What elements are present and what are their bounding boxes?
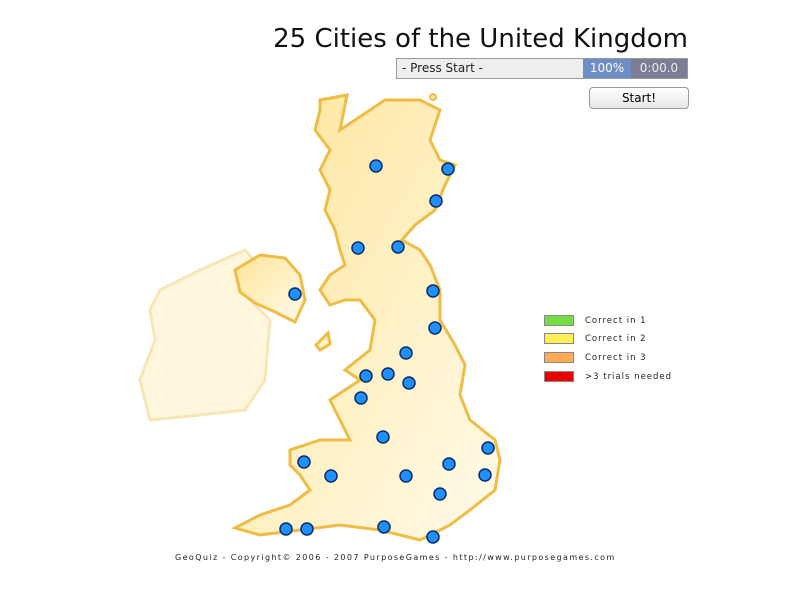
legend-item: Correct in 1 [544, 315, 647, 326]
legend-item: Correct in 2 [544, 333, 647, 344]
legend-label: >3 trials needed [585, 371, 672, 382]
city-marker[interactable] [351, 241, 365, 255]
isle-of-man [313, 329, 332, 352]
legend-swatch [544, 333, 574, 344]
northern-ireland-region [233, 253, 307, 325]
city-marker[interactable] [279, 522, 293, 536]
city-marker[interactable] [391, 240, 405, 254]
status-bar: - Press Start - 100% 0:00.0 [396, 58, 688, 79]
city-marker[interactable] [300, 522, 314, 536]
city-marker[interactable] [399, 346, 413, 360]
city-marker[interactable] [433, 487, 447, 501]
city-marker[interactable] [428, 321, 442, 335]
great-britain-region [230, 93, 502, 542]
legend-label: Correct in 2 [585, 333, 647, 344]
city-marker[interactable] [377, 520, 391, 534]
city-marker[interactable] [399, 469, 413, 483]
city-marker[interactable] [381, 367, 395, 381]
city-marker[interactable] [402, 376, 416, 390]
start-button[interactable]: Start! [589, 87, 689, 109]
city-marker[interactable] [369, 159, 383, 173]
progress-percent: 100% [583, 59, 631, 78]
shetland-island [429, 93, 437, 101]
legend-swatch [544, 371, 574, 382]
legend-item: Correct in 3 [544, 352, 647, 363]
city-marker[interactable] [481, 441, 495, 455]
city-marker[interactable] [441, 162, 455, 176]
city-marker[interactable] [354, 391, 368, 405]
city-marker[interactable] [429, 194, 443, 208]
legend-swatch [544, 315, 574, 326]
city-marker[interactable] [359, 369, 373, 383]
city-marker[interactable] [442, 457, 456, 471]
footer-copyright: GeoQuiz - Copyright© 2006 - 2007 Purpose… [175, 553, 616, 562]
city-marker[interactable] [426, 530, 440, 544]
timer: 0:00.0 [631, 59, 687, 78]
page-title: 25 Cities of the United Kingdom [273, 24, 688, 54]
legend-label: Correct in 3 [585, 352, 647, 363]
city-marker[interactable] [297, 455, 311, 469]
status-message: - Press Start - [397, 59, 583, 78]
legend-label: Correct in 1 [585, 315, 647, 326]
legend-item: >3 trials needed [544, 371, 672, 382]
ireland-region [138, 248, 272, 422]
city-marker[interactable] [324, 469, 338, 483]
legend-swatch [544, 352, 574, 363]
city-marker[interactable] [288, 287, 302, 301]
city-marker[interactable] [478, 468, 492, 482]
city-marker[interactable] [426, 284, 440, 298]
city-marker[interactable] [376, 430, 390, 444]
